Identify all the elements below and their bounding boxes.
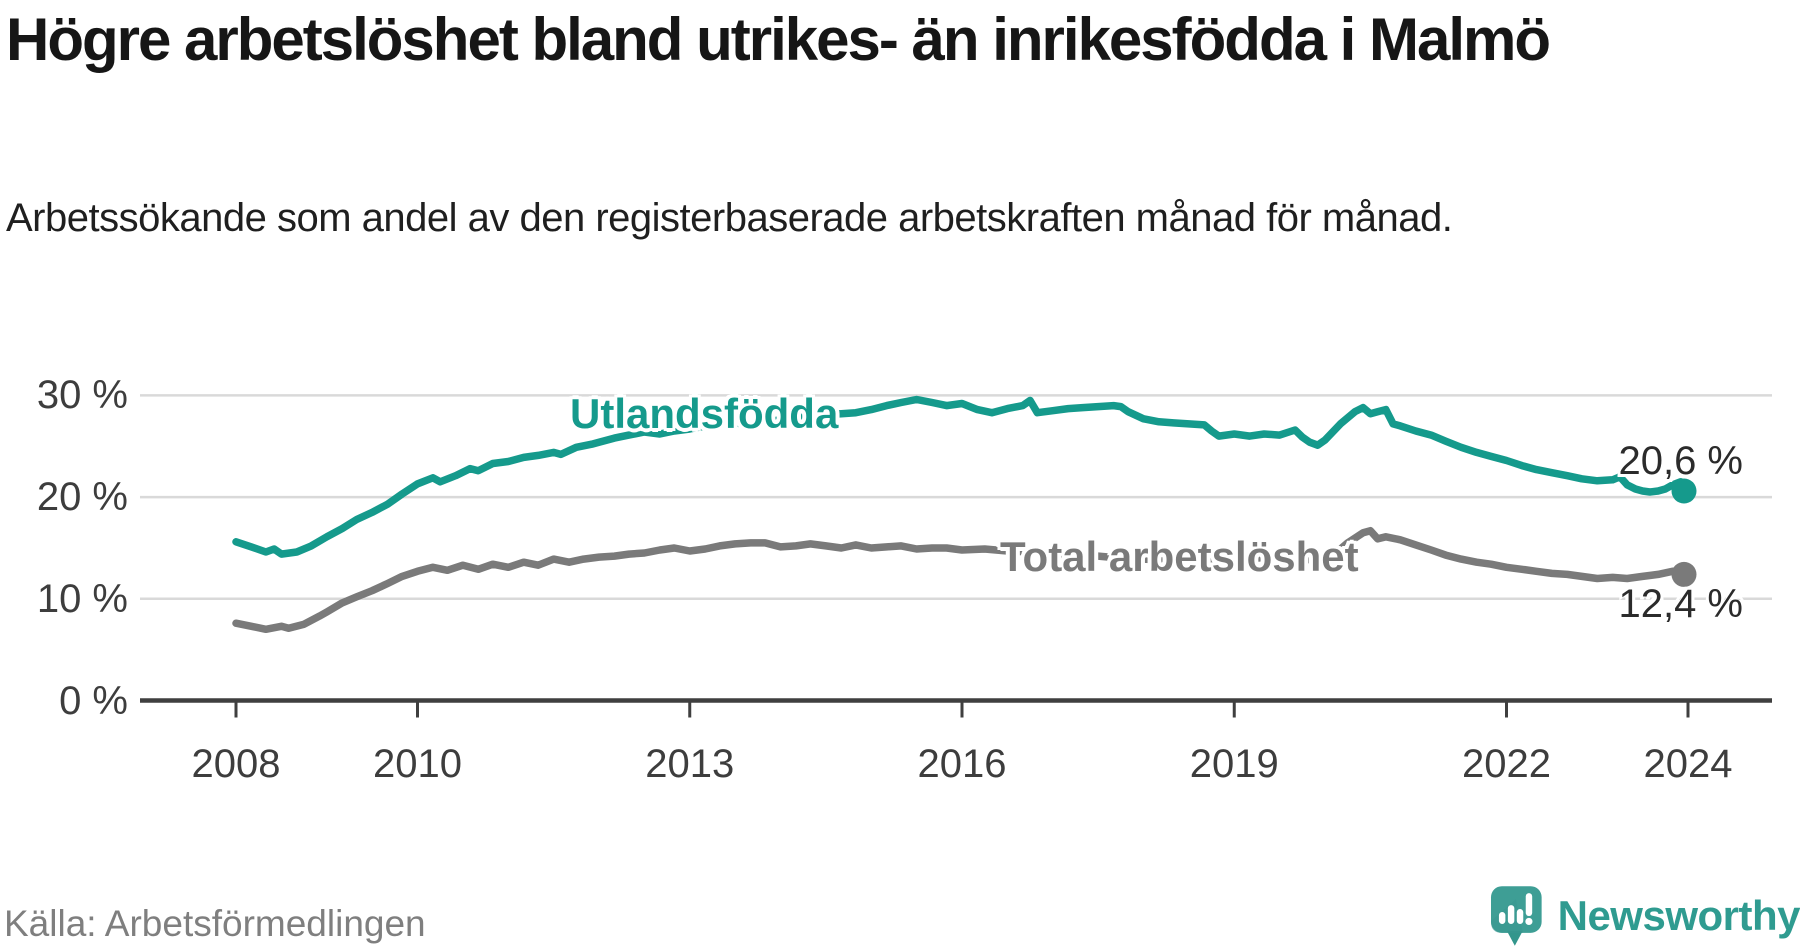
x-tick-label-2024: 2024 — [1643, 742, 1733, 786]
x-tick-label-2016: 2016 — [917, 742, 1007, 786]
newsworthy-wordmark: Newsworthy — [1557, 892, 1800, 939]
series-label-utlandsfodda: Utlandsfödda — [570, 390, 839, 437]
x-tick-label-2010: 2010 — [373, 742, 462, 786]
source-attribution: Källa: Arbetsförmedlingen — [4, 903, 426, 944]
x-tick-label-2019: 2019 — [1189, 742, 1279, 786]
series-end-dot-total-arbetsl-shet — [1671, 561, 1697, 587]
end-value-label-total: 12,4 % — [1618, 582, 1743, 626]
y-tick-label-0: 0 % — [59, 678, 128, 723]
series-label-total-arbetsloshet: Total arbetslöshet — [1000, 533, 1359, 580]
x-tick-label-2013: 2013 — [645, 742, 735, 786]
series-line-utlandsf-dda — [232, 395, 1692, 558]
y-tick-label-30: 30 % — [36, 373, 128, 418]
y-tick-label-20: 20 % — [36, 475, 128, 520]
series-line-total-arbetsl-shet — [232, 526, 1692, 634]
newsworthy-logo: Newsworthy — [1490, 884, 1800, 948]
y-tick-label-10: 10 % — [36, 576, 128, 621]
x-tick-label-2008: 2008 — [191, 742, 281, 786]
page-subtitle: Arbetssökande som andel av den registerb… — [6, 196, 1453, 240]
x-tick-label-2022: 2022 — [1462, 742, 1551, 786]
series-end-dot-utlandsf-dda — [1671, 478, 1697, 504]
page-title: Högre arbetslöshet bland utrikes- än inr… — [6, 6, 1551, 73]
end-value-label-utlandsfodda: 20,6 % — [1618, 439, 1743, 483]
newsworthy-speech-bubble-bar-chart-icon — [1490, 886, 1542, 946]
